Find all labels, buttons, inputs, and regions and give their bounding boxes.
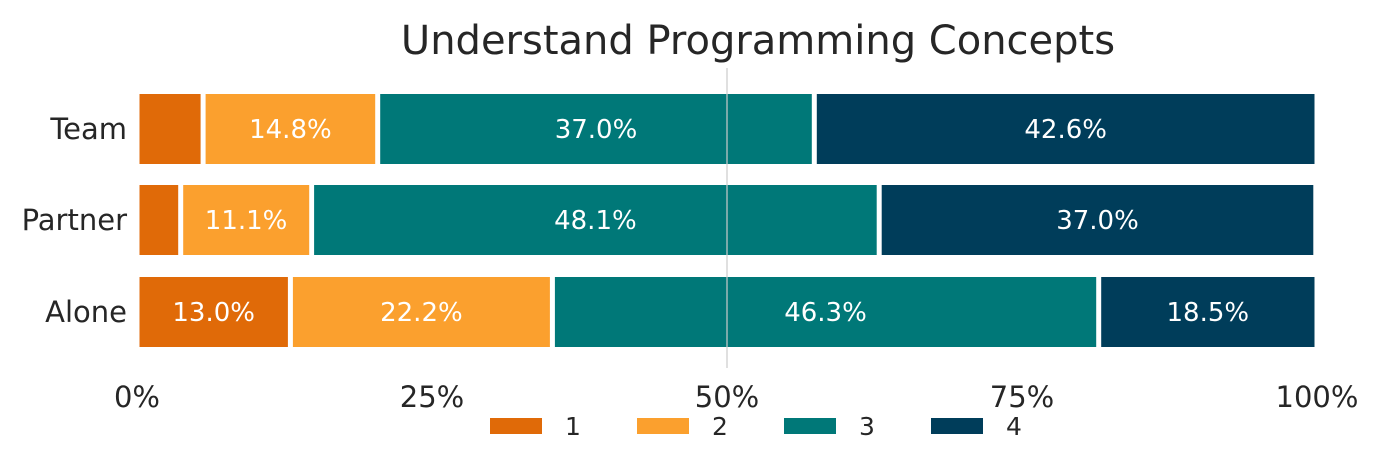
bar-value-label: 18.5% <box>1166 298 1249 328</box>
bar-alone-4 <box>1101 277 1315 347</box>
bar-team-1 <box>139 94 201 164</box>
bar-partner-3 <box>314 185 877 255</box>
bar-alone-3 <box>554 277 1097 347</box>
legend-swatch-1 <box>490 418 542 434</box>
legend-swatch-3 <box>784 418 836 434</box>
bar-value-label: 37.0% <box>555 115 638 145</box>
bar-value-label: 11.1% <box>205 206 288 236</box>
x-tick-label: 25% <box>400 380 464 414</box>
legend-swatch-4 <box>931 418 983 434</box>
category-label-partner: Partner <box>22 203 127 237</box>
bar-value-label: 37.0% <box>1056 206 1139 236</box>
bar-partner-2 <box>183 185 310 255</box>
category-label-alone: Alone <box>45 295 127 329</box>
x-tick-label: 0% <box>114 380 160 414</box>
x-tick-label: 50% <box>695 380 759 414</box>
x-tick-label: 100% <box>1276 380 1359 414</box>
bar-team-2 <box>205 94 376 164</box>
bar-value-label: 46.3% <box>784 298 867 328</box>
bar-alone-1 <box>139 277 288 347</box>
bar-value-label: 42.6% <box>1024 115 1107 145</box>
bar-value-label: 48.1% <box>554 206 637 236</box>
legend-label-3: 3 <box>859 412 875 441</box>
legend-label-4: 4 <box>1006 412 1022 441</box>
bar-value-label: 13.0% <box>172 298 255 328</box>
bars-layer: 14.8% 37.0% 42.6% 11.1% 48.1% 37.0% 13.0% 22.2%… <box>139 68 1315 368</box>
bar-alone-2 <box>292 277 550 347</box>
legend-label-2: 2 <box>712 412 728 441</box>
bar-team-3 <box>380 94 812 164</box>
bar-partner-4 <box>881 185 1314 255</box>
x-axis-ticks: 0% 25% 50% 75% 100% <box>114 380 1358 414</box>
bar-team-4 <box>816 94 1315 164</box>
bar-value-label: 22.2% <box>380 298 463 328</box>
x-tick-label: 75% <box>990 380 1054 414</box>
category-label-team: Team <box>49 112 127 146</box>
bar-value-label: 14.8% <box>249 115 332 145</box>
legend: 1 2 3 4 <box>490 412 1022 441</box>
legend-label-1: 1 <box>565 412 581 441</box>
category-labels: Team Partner Alone <box>22 112 127 329</box>
chart-title: Understand Programming Concepts <box>401 18 1115 64</box>
bar-partner-1 <box>139 185 179 255</box>
legend-swatch-2 <box>637 418 689 434</box>
